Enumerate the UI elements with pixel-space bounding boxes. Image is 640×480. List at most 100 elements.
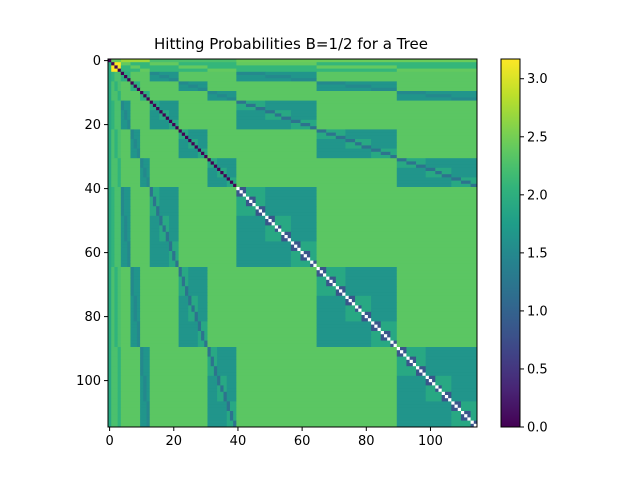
heatmap-cell	[236, 263, 292, 268]
heatmap-cell	[188, 295, 192, 300]
heatmap-cell	[108, 315, 112, 319]
heatmap-cell	[111, 279, 115, 284]
heatmap-cell	[111, 116, 115, 121]
heatmap-cell	[111, 407, 119, 412]
heatmap-cell	[159, 113, 163, 117]
heatmap-cell	[197, 299, 208, 303]
heatmap-cell	[319, 270, 324, 274]
heatmap-cell	[108, 110, 112, 114]
heatmap-cell	[178, 247, 237, 252]
heatmap-cell	[111, 343, 115, 348]
heatmap-cell	[451, 414, 462, 418]
heatmap-cell	[316, 187, 478, 191]
heatmap-cell	[140, 183, 147, 188]
heatmap-cell	[140, 398, 144, 402]
heatmap-cell	[168, 78, 179, 82]
heatmap-cell	[425, 94, 452, 98]
heatmap-cell	[136, 334, 141, 338]
heatmap-cell	[236, 123, 292, 127]
heatmap-cell	[207, 273, 317, 277]
heatmap-cell	[255, 107, 266, 111]
heatmap-cell	[140, 391, 144, 396]
heatmap-cell	[207, 372, 215, 377]
heatmap-cell	[146, 94, 151, 98]
heatmap-cell	[396, 174, 427, 178]
heatmap-cell	[380, 327, 398, 332]
heatmap-cell	[130, 231, 151, 236]
heatmap-cell	[114, 331, 119, 335]
heatmap-cell	[111, 363, 119, 367]
heatmap-cell	[127, 225, 131, 229]
heatmap-cell	[140, 414, 147, 418]
heatmap-cell	[316, 302, 346, 306]
heatmap-cell	[130, 107, 151, 111]
heatmap-cell	[143, 398, 147, 402]
heatmap-cell	[140, 382, 144, 386]
heatmap-cell	[178, 113, 237, 117]
heatmap-cell	[281, 231, 285, 236]
heatmap-cell	[178, 206, 237, 210]
heatmap-cell	[217, 359, 237, 364]
heatmap-cell	[111, 244, 115, 249]
heatmap-cell	[236, 209, 256, 213]
heatmap-cell	[255, 206, 260, 210]
heatmap-cell	[197, 334, 202, 338]
heatmap-cell	[120, 215, 125, 220]
heatmap-cell	[316, 315, 346, 319]
heatmap-cell	[406, 363, 414, 367]
heatmap-cell	[217, 395, 224, 399]
heatmap-cell	[236, 171, 398, 175]
heatmap-cell	[236, 68, 398, 73]
heatmap-cell	[290, 235, 317, 239]
heatmap-cell	[316, 286, 337, 290]
heatmap-cell	[268, 219, 273, 223]
heatmap-cell	[390, 343, 394, 348]
heatmap-cell	[130, 225, 151, 229]
heatmap-cell	[197, 343, 205, 348]
heatmap-cell	[108, 247, 112, 252]
heatmap-cell	[316, 244, 478, 249]
heatmap-cell	[108, 398, 112, 402]
heatmap-cell	[168, 251, 173, 255]
heatmap-cell	[217, 398, 224, 402]
heatmap-cell	[178, 145, 189, 149]
heatmap-cell	[117, 135, 122, 140]
heatmap-cell	[345, 302, 353, 306]
heatmap-cell	[345, 292, 398, 297]
heatmap-cell	[316, 299, 346, 303]
heatmap-cell	[111, 193, 115, 197]
heatmap-cell	[316, 190, 478, 194]
heatmap-cell	[396, 407, 452, 412]
heatmap-cell	[396, 311, 478, 316]
heatmap-cell	[111, 356, 119, 361]
heatmap-cell	[217, 91, 237, 95]
heatmap-cell	[178, 321, 199, 325]
heatmap-cell	[114, 276, 119, 281]
heatmap-cell	[111, 84, 115, 89]
heatmap-cell	[345, 81, 398, 85]
heatmap-cell	[207, 327, 317, 332]
heatmap-cell	[178, 231, 237, 236]
heatmap-cell	[380, 324, 398, 329]
heatmap-cell	[416, 369, 420, 373]
heatmap-cell	[117, 321, 122, 325]
heatmap-cell	[124, 231, 128, 236]
heatmap-cell	[114, 103, 122, 108]
heatmap-cell	[448, 395, 452, 399]
heatmap-cell	[111, 103, 115, 108]
heatmap-cell	[207, 87, 317, 92]
heatmap-cell	[441, 171, 452, 175]
heatmap-cell	[130, 75, 151, 79]
heatmap-cell	[178, 222, 237, 226]
heatmap-cell	[159, 228, 163, 233]
heatmap-cell	[178, 196, 237, 201]
heatmap-cell	[117, 308, 122, 313]
heatmap-cell	[127, 75, 131, 79]
heatmap-cell	[207, 347, 212, 351]
heatmap-cell	[117, 363, 122, 367]
heatmap-cell	[403, 350, 407, 354]
heatmap-cell	[194, 145, 199, 149]
heatmap-cell	[444, 391, 452, 396]
